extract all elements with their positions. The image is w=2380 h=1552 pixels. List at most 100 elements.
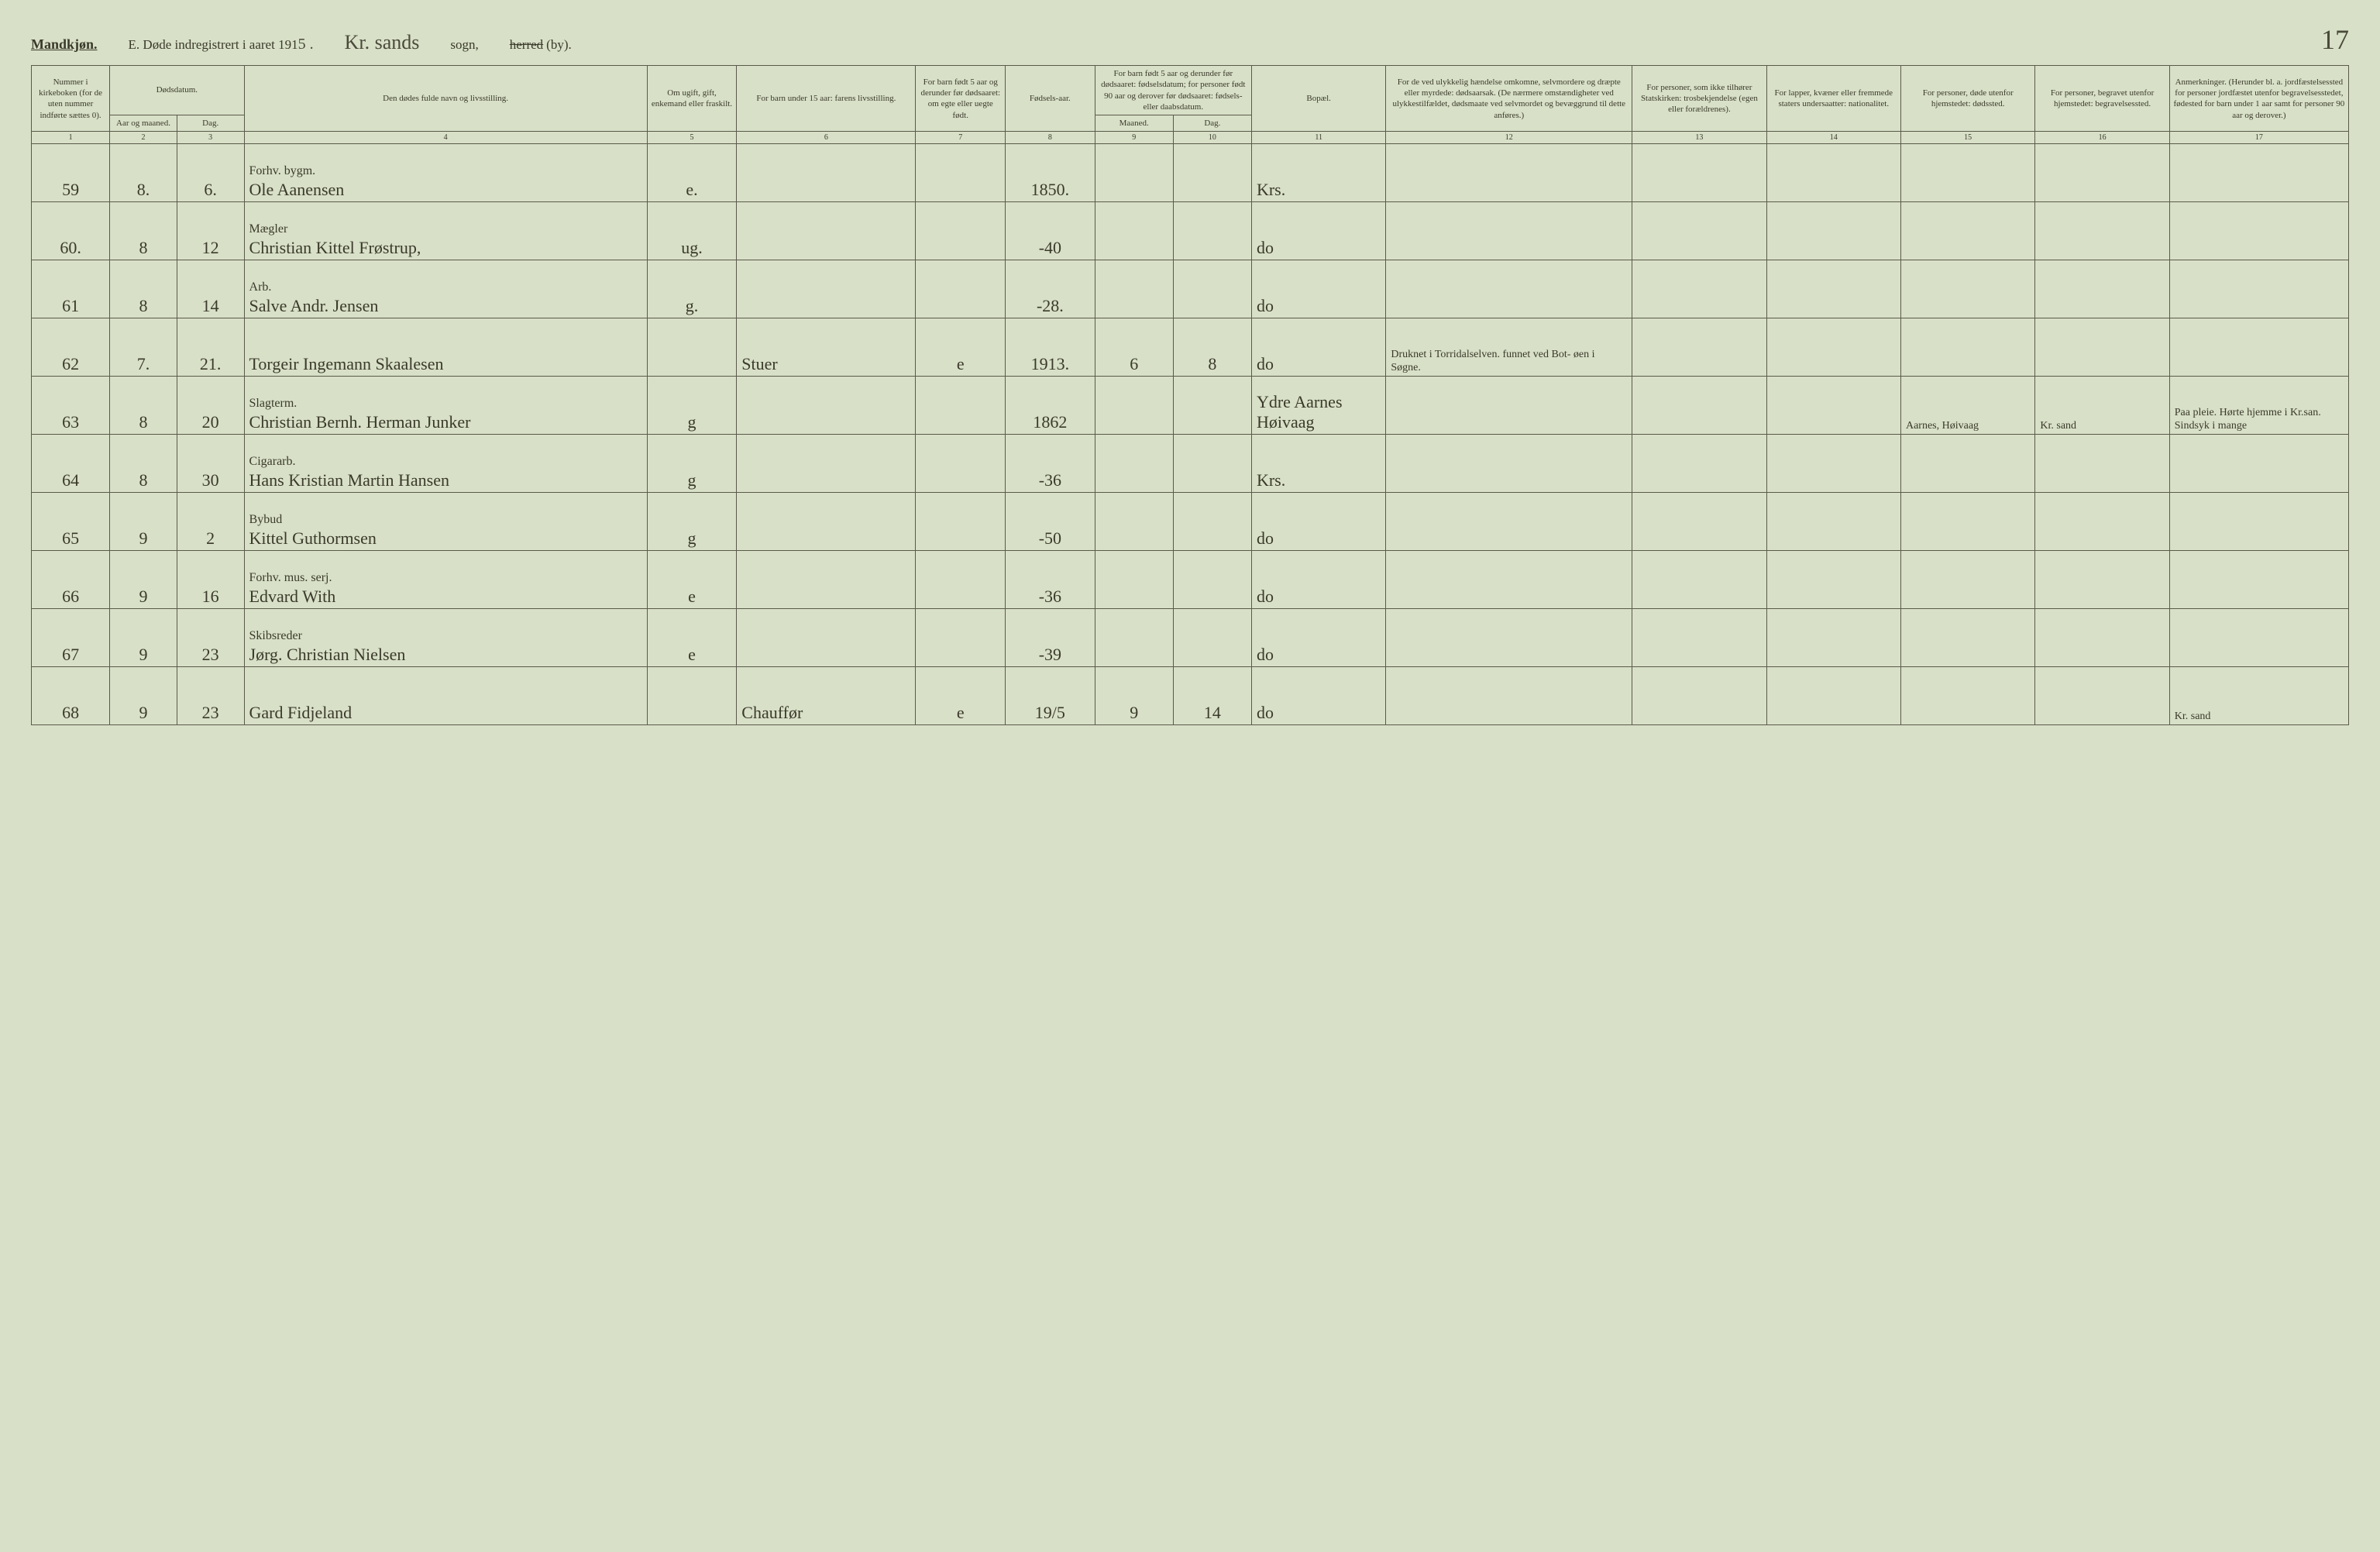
cell: g bbox=[647, 493, 737, 551]
cell bbox=[916, 493, 1006, 551]
cell: 1862 bbox=[1006, 377, 1095, 435]
cell bbox=[1900, 551, 2034, 609]
cell: Ydre Aarnes Høivaag bbox=[1251, 377, 1385, 435]
cell: do bbox=[1251, 202, 1385, 260]
cell bbox=[647, 318, 737, 377]
cell: Gard Fidjeland bbox=[244, 667, 647, 725]
cell: 23 bbox=[177, 609, 244, 667]
cell bbox=[2169, 609, 2348, 667]
cell bbox=[1766, 493, 1900, 551]
cell bbox=[1632, 202, 1766, 260]
cell: 6. bbox=[177, 144, 244, 202]
col-fodselsdatum: For barn født 5 aar og derunder før døds… bbox=[1095, 66, 1251, 115]
cell bbox=[1632, 260, 1766, 318]
cell: Kr. sand bbox=[2035, 377, 2169, 435]
cell bbox=[1386, 551, 1632, 609]
cell bbox=[2035, 144, 2169, 202]
cell: -36 bbox=[1006, 551, 1095, 609]
cell: 9 bbox=[110, 667, 177, 725]
cell bbox=[2035, 260, 2169, 318]
cell: 61 bbox=[32, 260, 110, 318]
cell: Krs. bbox=[1251, 144, 1385, 202]
cell: Cigararb.Hans Kristian Martin Hansen bbox=[244, 435, 647, 493]
cell: 2 bbox=[177, 493, 244, 551]
cell bbox=[647, 667, 737, 725]
sogn-label: sogn, bbox=[450, 37, 478, 53]
cell: 8 bbox=[110, 260, 177, 318]
cell: MæglerChristian Kittel Frøstrup, bbox=[244, 202, 647, 260]
cell bbox=[1095, 435, 1173, 493]
cell: e bbox=[647, 609, 737, 667]
cell: Stuer bbox=[737, 318, 916, 377]
cell: g bbox=[647, 435, 737, 493]
cell bbox=[1632, 318, 1766, 377]
cell: 9 bbox=[110, 609, 177, 667]
cell bbox=[2169, 435, 2348, 493]
cell: Aarnes, Høivaag bbox=[1900, 377, 2034, 435]
cell bbox=[737, 551, 916, 609]
cell: 63 bbox=[32, 377, 110, 435]
cell: 1850. bbox=[1006, 144, 1095, 202]
cell bbox=[1386, 493, 1632, 551]
cell: 1913. bbox=[1006, 318, 1095, 377]
cell bbox=[2169, 202, 2348, 260]
col-trosbekj: For personer, som ikke tilhører Statskir… bbox=[1632, 66, 1766, 132]
cell bbox=[1766, 609, 1900, 667]
cell: -50 bbox=[1006, 493, 1095, 551]
cell: Krs. bbox=[1251, 435, 1385, 493]
cell bbox=[737, 609, 916, 667]
cell bbox=[2035, 551, 2169, 609]
herred-by: herred (by). bbox=[510, 37, 572, 53]
col-faren: For barn under 15 aar: farens livsstilli… bbox=[737, 66, 916, 132]
table-row: 64830Cigararb.Hans Kristian Martin Hanse… bbox=[32, 435, 2349, 493]
col-bopael: Bopæl. bbox=[1251, 66, 1385, 132]
header-row: Mandkjøn. E. Døde indregistrert i aaret … bbox=[31, 23, 2349, 56]
cell bbox=[1900, 609, 2034, 667]
table-row: 6592BybudKittel Guthormseng-50do bbox=[32, 493, 2349, 551]
cell: do bbox=[1251, 609, 1385, 667]
cell: do bbox=[1251, 318, 1385, 377]
cell: SkibsrederJørg. Christian Nielsen bbox=[244, 609, 647, 667]
cell bbox=[1766, 667, 1900, 725]
cell: Paa pleie. Hørte hjemme i Kr.san. Sindsy… bbox=[2169, 377, 2348, 435]
cell bbox=[1766, 260, 1900, 318]
cell bbox=[737, 260, 916, 318]
cell: Chauffør bbox=[737, 667, 916, 725]
cell bbox=[1632, 377, 1766, 435]
cell: 9 bbox=[110, 551, 177, 609]
cell: Forhv. mus. serj.Edvard With bbox=[244, 551, 647, 609]
cell bbox=[2169, 493, 2348, 551]
cell bbox=[1095, 377, 1173, 435]
col-nummer: Nummer i kirkeboken (for de uten nummer … bbox=[32, 66, 110, 132]
cell: do bbox=[1251, 551, 1385, 609]
col-anmerkninger: Anmerkninger. (Herunder bl. a. jordfæste… bbox=[2169, 66, 2348, 132]
cell bbox=[2169, 260, 2348, 318]
cell bbox=[916, 202, 1006, 260]
cell bbox=[1386, 202, 1632, 260]
cell: -40 bbox=[1006, 202, 1095, 260]
cell bbox=[1173, 144, 1251, 202]
cell: 68 bbox=[32, 667, 110, 725]
cell bbox=[1766, 377, 1900, 435]
cell bbox=[1386, 144, 1632, 202]
cell bbox=[916, 144, 1006, 202]
cell: 12 bbox=[177, 202, 244, 260]
col-nationalitet: For lapper, kvæner eller fremmede stater… bbox=[1766, 66, 1900, 132]
col-dag: Dag. bbox=[177, 115, 244, 132]
cell: 7. bbox=[110, 318, 177, 377]
cell bbox=[1900, 318, 2034, 377]
cell: Torgeir Ingemann Skaalesen bbox=[244, 318, 647, 377]
cell bbox=[737, 493, 916, 551]
col-dodsaarsak: For de ved ulykkelig hændelse omkomne, s… bbox=[1386, 66, 1632, 132]
col-navn: Den dødes fulde navn og livsstilling. bbox=[244, 66, 647, 132]
col-dodssted: For personer, døde utenfor hjemstedet: d… bbox=[1900, 66, 2034, 132]
table-row: 627.21.Torgeir Ingemann SkaalesenStuere1… bbox=[32, 318, 2349, 377]
cell bbox=[1386, 667, 1632, 725]
cell: 8. bbox=[110, 144, 177, 202]
table-body: 598.6.Forhv. bygm.Ole Aanensene.1850.Krs… bbox=[32, 144, 2349, 725]
cell: 60. bbox=[32, 202, 110, 260]
cell: e bbox=[916, 667, 1006, 725]
cell bbox=[2035, 609, 2169, 667]
cell: 66 bbox=[32, 551, 110, 609]
cell bbox=[737, 377, 916, 435]
